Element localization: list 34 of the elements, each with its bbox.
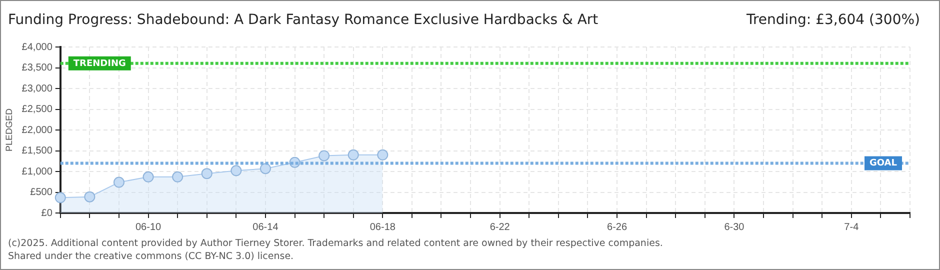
point <box>142 171 154 182</box>
x-tick-label: 6-30 <box>724 222 745 233</box>
y-tick-label: £3,500 <box>22 62 53 74</box>
point <box>113 176 124 188</box>
y-tick-label: £1,000 <box>22 166 53 178</box>
point <box>54 192 66 204</box>
text: Trending: £3,604 (300%) <box>746 12 920 28</box>
y-tick-label: £4,000 <box>22 42 53 53</box>
point <box>260 163 271 174</box>
text: (c)2025. Additional content provided by Author Tierney Storer. Trademarks and related content are owned by their respective companies. <box>8 238 663 249</box>
x-tick-label: 06-18 <box>370 222 396 233</box>
y-tick-label: £3,000 <box>22 83 53 94</box>
x-tick-label: 6-26 <box>607 222 628 233</box>
point <box>84 191 96 202</box>
y-tick-label: £1,500 <box>22 146 53 156</box>
ref-line-label: TRENDING <box>73 58 126 69</box>
y-tick-label: £2,000 <box>22 124 53 136</box>
point <box>201 168 212 180</box>
x-tick-label: 7-4 <box>844 222 860 233</box>
point <box>172 171 184 182</box>
y-tick-label: £500 <box>30 187 53 198</box>
chart-title: Funding Progress: Shadebound: A Dark Fantasy Romance Exclusive Hardbacks & Art <box>8 12 598 28</box>
x-tick-label: 6-22 <box>490 222 510 233</box>
y-tick-label: £0 <box>41 208 53 219</box>
point <box>230 165 242 176</box>
x-tick-label: 06-14 <box>252 222 279 233</box>
x-tick-label: 06-10 <box>135 222 162 233</box>
point <box>318 150 330 162</box>
text: Shared under the creative commons (CC BY-NC 3.0) license. <box>8 251 294 262</box>
y-tick-label: £2,500 <box>22 104 53 115</box>
y-axis-title: PLEDGED <box>4 108 14 152</box>
point <box>377 149 388 160</box>
ref-line-label: GOAL <box>870 158 898 169</box>
point <box>348 149 359 160</box>
